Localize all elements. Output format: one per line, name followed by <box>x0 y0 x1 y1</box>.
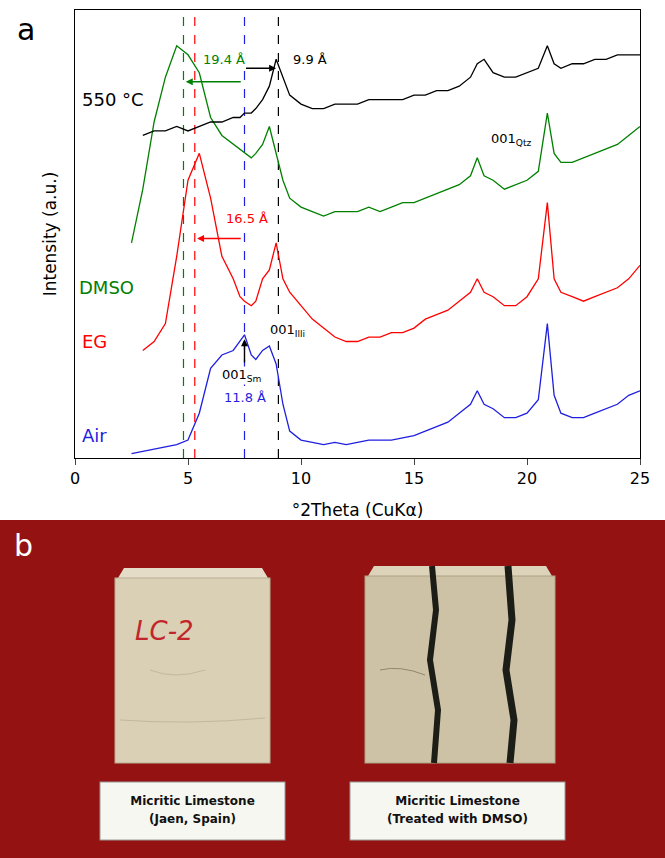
svg-text:19.4 Å: 19.4 Å <box>203 52 245 67</box>
svg-text:°2Theta (CuKα): °2Theta (CuKα) <box>292 500 424 520</box>
svg-text:16.5 Å: 16.5 Å <box>226 211 268 226</box>
svg-text:5: 5 <box>183 469 193 488</box>
svg-text:Micritic Limestone: Micritic Limestone <box>395 794 520 808</box>
svg-text:001​Illi​: 001​Illi​ <box>270 322 305 339</box>
svg-text:001​Sm​: 001​Sm​ <box>222 367 262 384</box>
svg-text:LC-2: LC-2 <box>135 616 194 646</box>
svg-text:550 °C: 550 °C <box>82 89 144 110</box>
svg-text:0: 0 <box>70 469 80 488</box>
svg-text:9.9 Å: 9.9 Å <box>293 52 327 67</box>
svg-text:Intensity (a.u.): Intensity (a.u.) <box>40 172 60 297</box>
svg-text:Air: Air <box>82 425 107 446</box>
svg-text:001​Qtz​: 001​Qtz​ <box>491 131 532 148</box>
svg-text:Micritic Limestone: Micritic Limestone <box>130 794 255 808</box>
svg-text:(Jaen, Spain): (Jaen, Spain) <box>149 812 236 826</box>
svg-text:10: 10 <box>291 469 311 488</box>
svg-text:a: a <box>17 12 35 47</box>
svg-text:EG: EG <box>82 331 107 352</box>
svg-text:(Treated with DMSO): (Treated with DMSO) <box>387 812 528 826</box>
svg-text:15: 15 <box>404 469 424 488</box>
svg-text:b: b <box>14 528 33 563</box>
svg-text:25: 25 <box>630 469 650 488</box>
svg-text:DMSO: DMSO <box>79 277 134 298</box>
svg-text:11.8 Å: 11.8 Å <box>224 390 266 405</box>
svg-text:20: 20 <box>517 469 537 488</box>
